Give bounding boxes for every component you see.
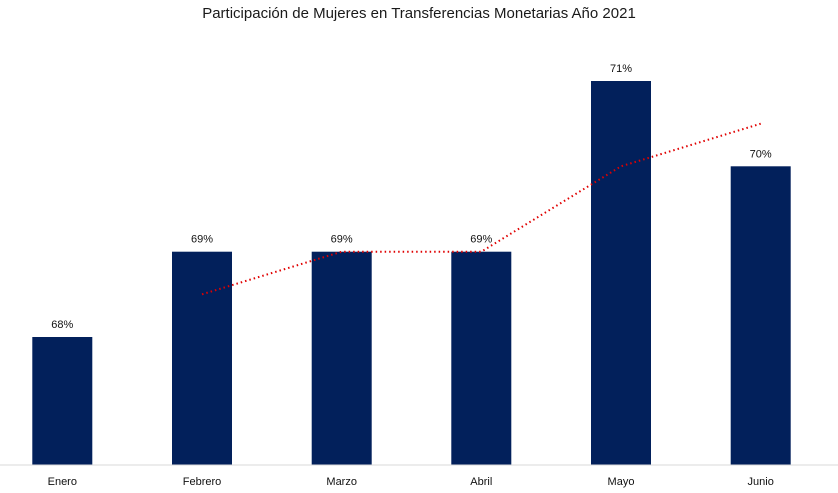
x-tick-mayo: Mayo [608,476,635,488]
bar-enero [32,337,93,465]
x-tick-labels-group: Enero Febrero Marzo Abril Mayo Junio [48,476,774,488]
bar-mayo [591,81,651,465]
x-tick-abril: Abril [470,476,492,488]
data-label-junio: 70% [750,148,772,160]
data-label-febrero: 69% [191,234,213,246]
bar-junio [730,166,791,466]
x-tick-marzo: Marzo [326,476,357,488]
data-label-enero: 68% [51,319,73,331]
bar-marzo [311,251,372,465]
data-label-marzo: 69% [331,234,353,246]
data-label-mayo: 71% [610,63,632,75]
bar-febrero [172,251,232,465]
data-label-abril: 69% [470,234,492,246]
bar-abril [451,251,512,465]
data-labels-group: 68% 69% 69% 69% 71% 70% [51,63,772,331]
x-tick-febrero: Febrero [183,476,222,488]
chart-title: Participación de Mujeres en Transferenci… [202,5,636,22]
x-tick-junio: Junio [748,476,774,488]
bars-group [32,81,791,466]
x-tick-enero: Enero [48,476,77,488]
